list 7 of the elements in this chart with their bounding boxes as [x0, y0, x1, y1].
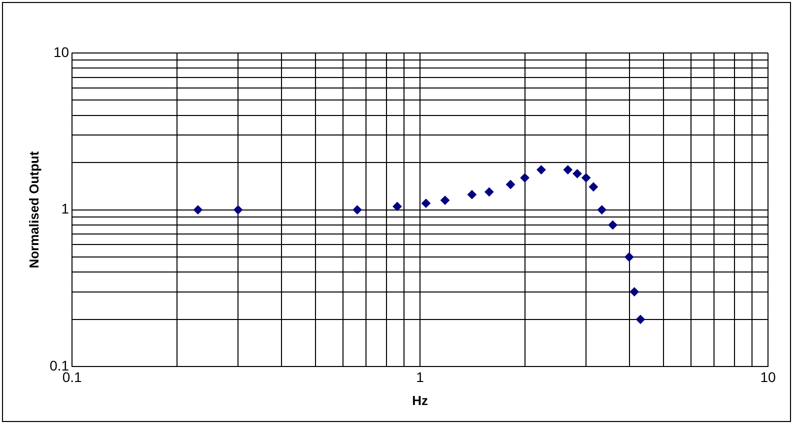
x-tick-label: 1 [416, 368, 424, 385]
y-tick-label: 1 [61, 200, 70, 217]
x-axis-title: Hz [412, 392, 428, 408]
x-tick-label: 10 [760, 368, 776, 385]
y-axis-title: Normalised Output [26, 150, 42, 268]
y-tick-label: 10 [53, 44, 70, 60]
y-tick-label: 0.1 [50, 357, 70, 374]
